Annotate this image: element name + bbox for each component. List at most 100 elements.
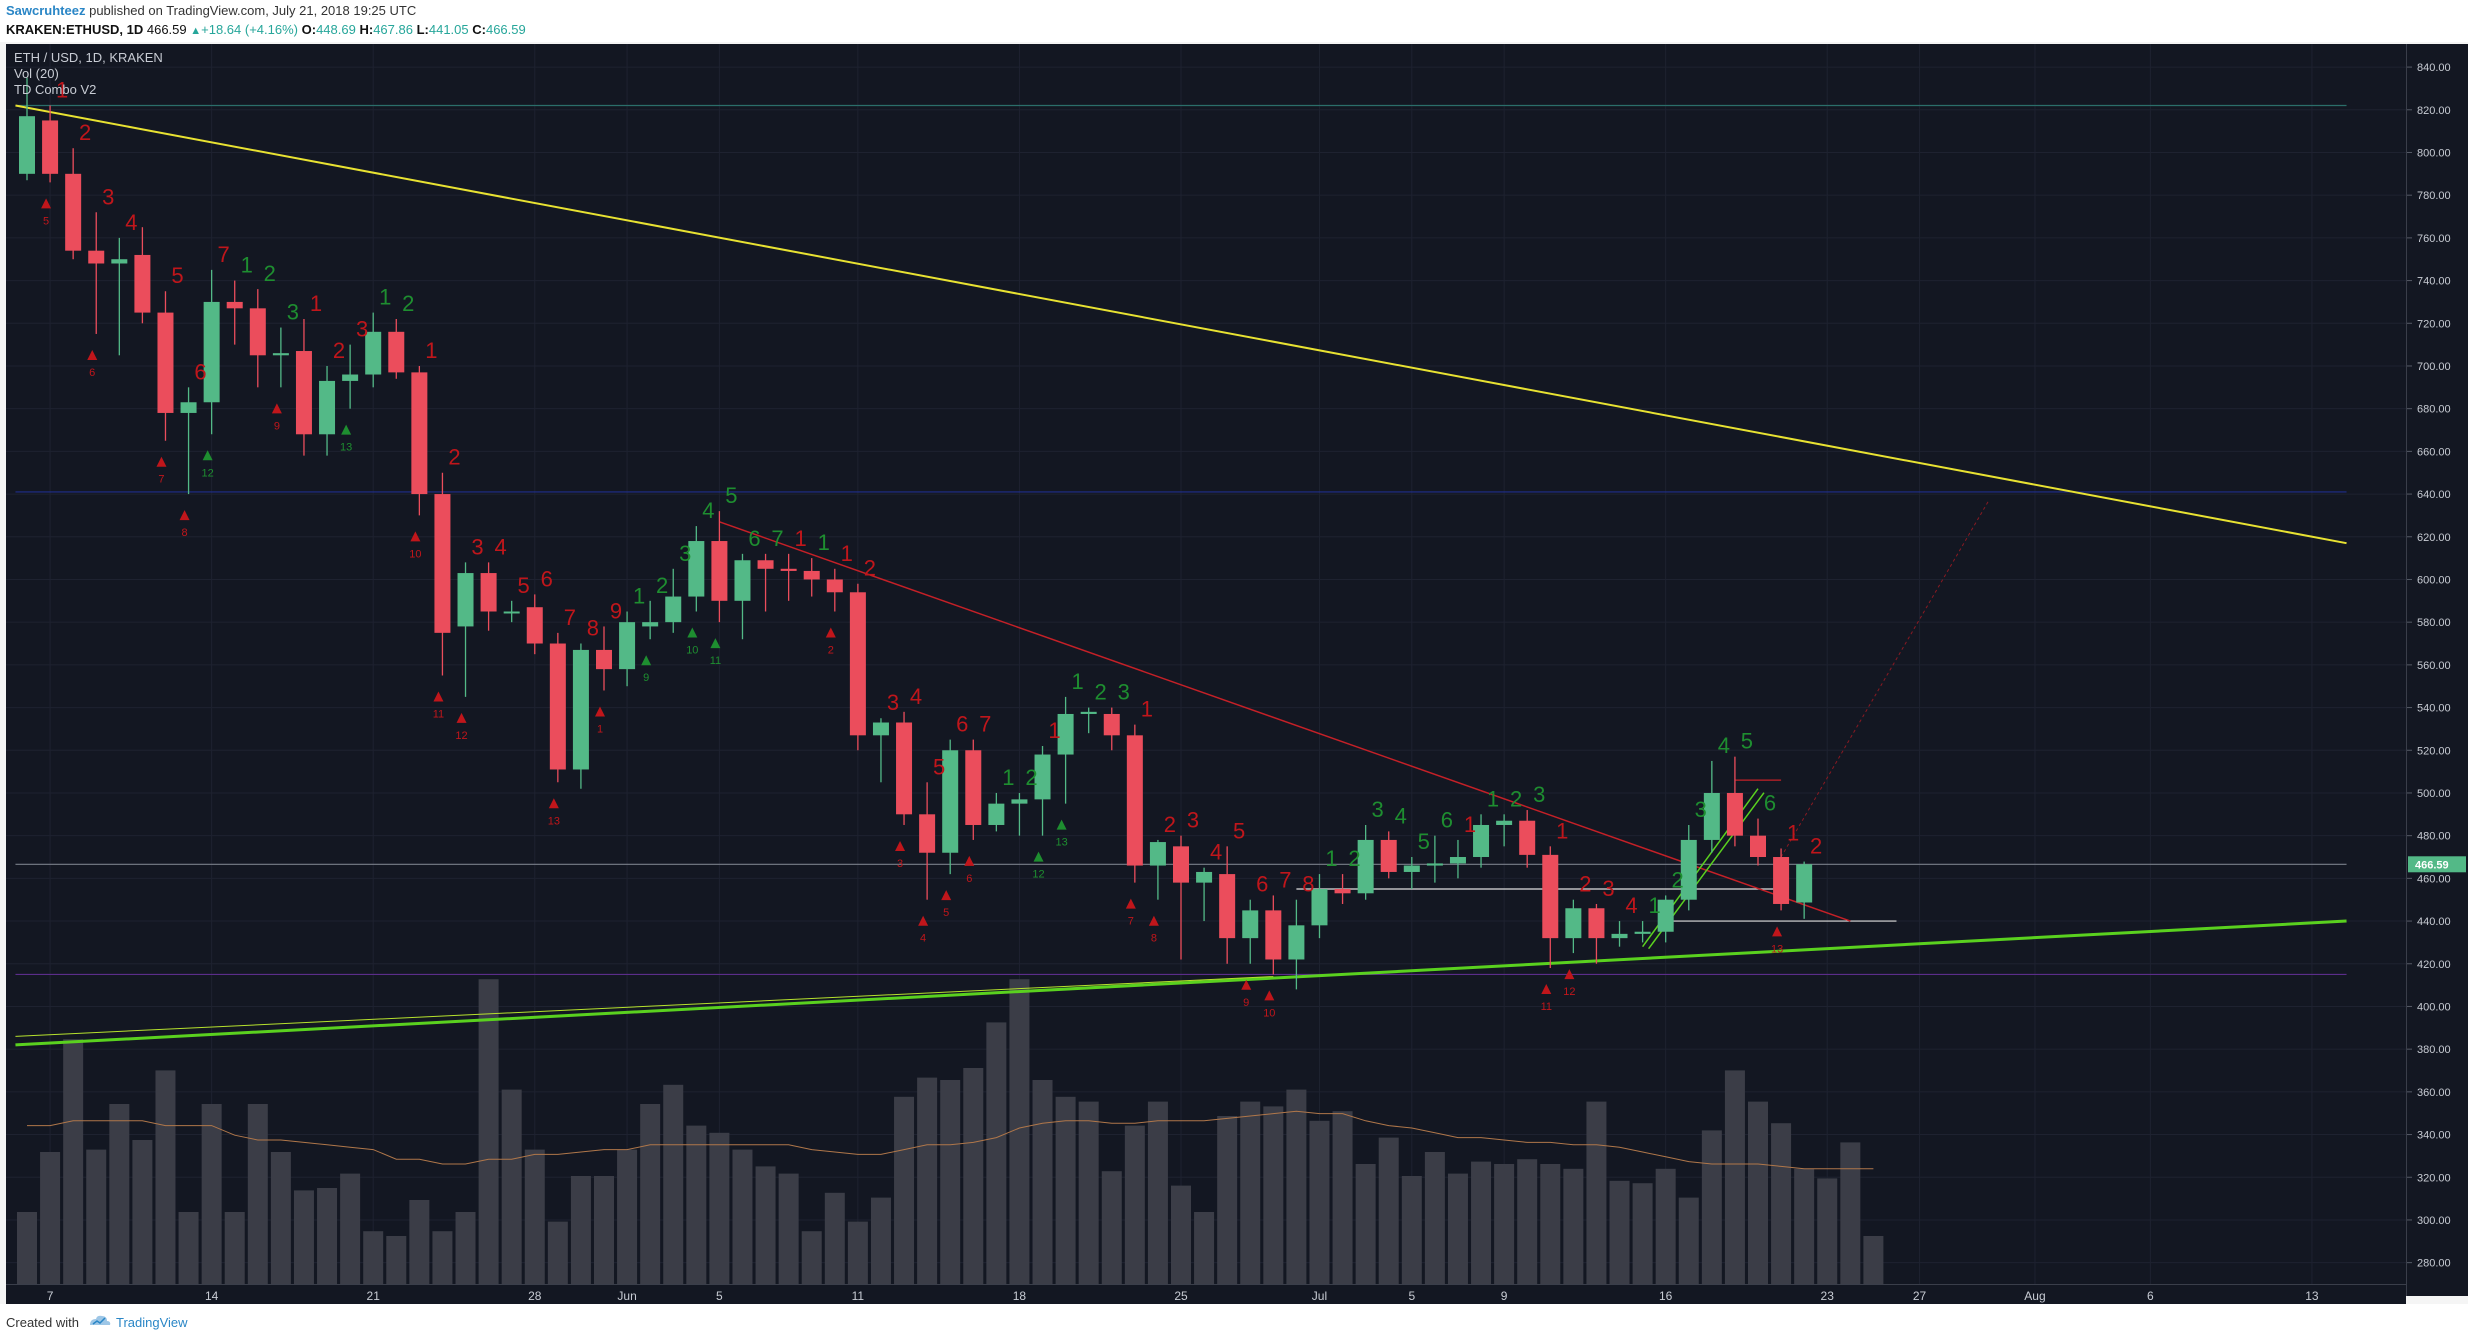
time-tick-label: 5 [716, 1289, 723, 1303]
td-setup-label: 3 [1602, 876, 1614, 901]
legend-volume[interactable]: Vol (20) [14, 66, 59, 81]
td-setup-label: 7 [218, 242, 230, 267]
volume-bar [940, 1080, 961, 1284]
volume-bar [1563, 1168, 1584, 1284]
volume-bar [1171, 1185, 1191, 1284]
time-tick-label: 14 [205, 1289, 219, 1303]
time-axis[interactable]: 7 14 21 28 Jun 5 11 18 25 Jul 5 9 16 23 27 Aug 6 13 [6, 1284, 2406, 1304]
publish-line: Sawcruhteez published on TradingView.com… [6, 3, 416, 18]
volume-bar [293, 1190, 314, 1284]
td-setup-label: 5 [518, 573, 530, 598]
td-setup-label: 5 [1741, 729, 1753, 754]
footer: Created with TradingView [0, 1304, 2468, 1338]
candle-body [1219, 874, 1236, 939]
current-price-badge [2408, 856, 2466, 873]
td-countdown-label: 13 [1055, 837, 1067, 849]
time-tick-label: Aug [2024, 1289, 2045, 1303]
volume-bar [1771, 1123, 1792, 1284]
price-axis[interactable]: 280.00 300.00 320.00 340.00 360.00 380.00 400.… [2406, 44, 2468, 1296]
price-tick-label: 300.00 [2417, 1215, 2451, 1227]
candle-body [1565, 908, 1582, 939]
price-tick-label: 520.00 [2417, 745, 2451, 757]
td-setup-label: 2 [1164, 812, 1176, 837]
candle-body [42, 120, 59, 174]
volume-ma-line [27, 1110, 1874, 1170]
td-setup-label: 6 [1256, 872, 1268, 897]
close-label: C: [472, 22, 486, 37]
candle-body [711, 541, 728, 601]
volume-bar [524, 1149, 545, 1284]
time-tick-label: Jun [617, 1289, 636, 1303]
publish-header: Sawcruhteez published on TradingView.com… [0, 0, 2468, 42]
candle-body [596, 649, 612, 670]
td-countdown-triangle [1772, 926, 1783, 937]
td-setup-label: 4 [702, 498, 714, 523]
open-value: 448.69 [316, 22, 356, 37]
td-setup-label: 2 [79, 120, 91, 145]
td-setup-label: 2 [1810, 834, 1822, 859]
td-setup-label: 2 [264, 261, 276, 286]
td-setup-label: 8 [1302, 872, 1314, 897]
volume-bar [1840, 1142, 1861, 1284]
volume-bar [778, 1173, 799, 1284]
candle-body [1496, 820, 1513, 825]
td-countdown-triangle [941, 890, 952, 901]
volume-bar [17, 1212, 37, 1284]
candle-body [1126, 735, 1143, 866]
td-setup-label: 1 [1487, 786, 1499, 811]
volume-bar [1217, 1116, 1238, 1284]
td-countdown-triangle [1056, 819, 1067, 830]
td-setup-label: 3 [102, 184, 114, 209]
volume-bar [1286, 1089, 1307, 1284]
volume-bar [1517, 1159, 1538, 1284]
candle-body [1588, 908, 1605, 939]
price-tick-label: 620.00 [2417, 532, 2451, 544]
td-setup-label: 8 [587, 616, 599, 641]
legend-indicator[interactable]: TD Combo V2 [14, 82, 97, 97]
candle-body [1726, 792, 1743, 836]
volume-bar [317, 1188, 338, 1284]
td-countdown-triangle [341, 424, 352, 435]
volume-bar [547, 1221, 568, 1284]
candle-body [1242, 910, 1259, 939]
candle-body [1265, 910, 1282, 960]
td-countdown-label: 10 [686, 644, 698, 656]
price-tick-label: 760.00 [2417, 233, 2451, 245]
candle-body [1311, 889, 1328, 926]
price-tick-label: 400.00 [2417, 1001, 2451, 1013]
td-countdown-label: 5 [943, 907, 949, 919]
volume-bar [386, 1236, 407, 1284]
candle-body [1426, 863, 1443, 866]
td-countdown-label: 2 [828, 644, 834, 656]
candle-body [342, 374, 359, 381]
last-price: 466.59 [146, 22, 187, 37]
author-link[interactable]: Sawcruhteez [6, 3, 86, 18]
candle-body [134, 254, 151, 313]
candle-body [88, 250, 105, 264]
volume-bar [1471, 1161, 1492, 1284]
td-countdown-label: 6 [89, 367, 95, 379]
td-countdown-triangle [918, 915, 929, 926]
candle-body [457, 573, 474, 627]
candle-body [434, 494, 451, 633]
time-tick-label: 11 [852, 1289, 865, 1303]
candle-body [65, 173, 82, 251]
candle-body [872, 722, 889, 736]
current-price-label: 466.59 [2415, 859, 2449, 871]
td-setup-label: 4 [1395, 803, 1407, 828]
td-countdown-label: 7 [158, 474, 164, 486]
volume-bar [986, 1022, 1007, 1284]
candle-body [803, 570, 820, 580]
tradingview-link[interactable]: TradingView [116, 1315, 188, 1330]
candle-body [226, 301, 243, 309]
td-countdown-triangle [1033, 851, 1044, 862]
volume-bar [1678, 1197, 1699, 1284]
candle-body [780, 568, 797, 571]
candle-body [272, 353, 289, 356]
td-countdown-label: 10 [1263, 1007, 1275, 1019]
volume-bar [109, 1104, 130, 1284]
volume-bar [709, 1132, 730, 1284]
td-setup-label: 2 [1095, 680, 1107, 705]
